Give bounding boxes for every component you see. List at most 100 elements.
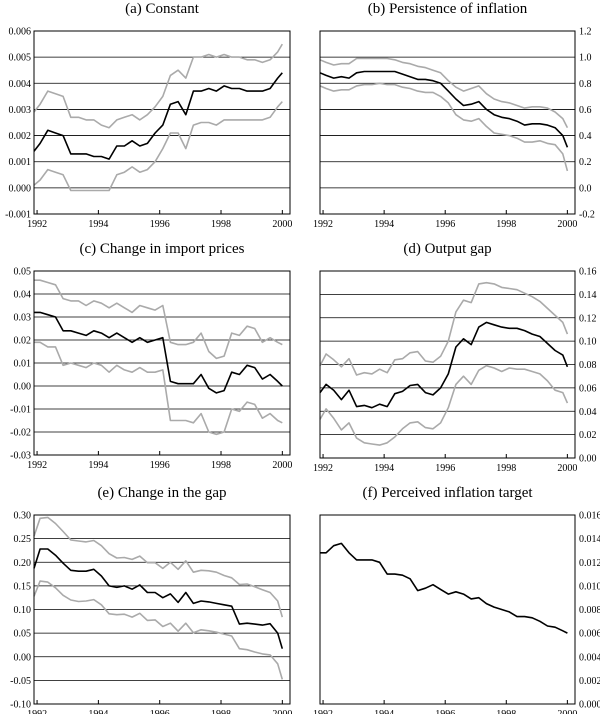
plot-frame (33, 30, 291, 215)
x-tick-label: 1992 (27, 460, 47, 471)
y-tick-label: 0.16 (579, 267, 597, 278)
y-tick-label: -0.01 (10, 405, 31, 416)
x-tick-label: 1994 (374, 463, 394, 474)
y-tick-label: 0.4 (579, 131, 592, 142)
y-tick-label: 0.000 (9, 183, 32, 194)
y-tick-label: 0.002 (579, 676, 600, 687)
plot-frame (319, 30, 576, 215)
y-tick-label: 0.25 (14, 534, 32, 545)
panel-title: (b) Persistence of inflation (368, 1, 528, 17)
y-tick-label: 0.00 (14, 652, 32, 663)
x-tick-label: 1996 (435, 709, 455, 714)
x-tick-label: 1996 (435, 463, 455, 474)
y-tick-label: -0.2 (579, 210, 595, 221)
panel-title: (e) Change in the gap (97, 485, 226, 501)
x-tick-label: 1994 (88, 709, 108, 714)
y-tick-label: 0.000 (579, 700, 600, 711)
y-tick-label: 0.08 (579, 360, 597, 371)
y-tick-label: -0.05 (10, 676, 31, 687)
panel-3: (c) Change in import prices -0.03 -0.02 -0.… (10, 241, 292, 471)
y-tick-label: 0.016 (579, 511, 600, 522)
y-tick-label: 0.04 (14, 290, 32, 301)
series-line-estimate (33, 548, 284, 649)
y-tick-label: 0.06 (579, 383, 597, 394)
x-tick-label: 1998 (211, 460, 231, 471)
y-tick-label: 0.2 (579, 157, 592, 168)
panel-title: (c) Change in import prices (80, 241, 245, 257)
y-tick-label: 0.12 (579, 313, 597, 324)
panel-2: (b) Persistence of inflation -0.2 0.0 0.2 0.… (313, 1, 595, 230)
x-tick-label: 1996 (435, 219, 455, 230)
x-tick-label: 1996 (150, 709, 170, 714)
y-tick-label: 0.03 (14, 313, 32, 324)
y-tick-label: 0.012 (579, 558, 600, 569)
y-tick-label: 0.00 (579, 454, 597, 465)
y-tick-label: 0.00 (14, 382, 32, 393)
plot-frame (319, 514, 576, 705)
plot-frame (33, 514, 291, 705)
x-tick-label: 1994 (88, 219, 108, 230)
x-tick-label: 1994 (374, 709, 394, 714)
y-tick-label: 0.20 (14, 558, 32, 569)
y-tick-label: 0.6 (579, 105, 592, 116)
y-tick-label: 0.008 (579, 605, 600, 616)
y-tick-label: 0.05 (14, 267, 32, 278)
x-tick-label: 1992 (313, 463, 333, 474)
x-tick-label: 2000 (272, 219, 292, 230)
y-tick-label: -0.001 (5, 210, 31, 221)
plot-frame (319, 270, 576, 459)
x-tick-label: 1992 (313, 219, 333, 230)
y-tick-label: 0.004 (579, 652, 600, 663)
series-line-estimate (34, 311, 283, 394)
x-tick-label: 2000 (557, 219, 577, 230)
x-tick-label: 1998 (496, 463, 516, 474)
y-tick-label: 0.02 (579, 430, 597, 441)
y-tick-label: 0.010 (579, 581, 600, 592)
panel-title: (d) Output gap (403, 241, 491, 257)
y-tick-label: 0.0 (579, 183, 592, 194)
x-tick-label: 2000 (557, 709, 577, 714)
y-tick-label: 0.002 (9, 131, 32, 142)
y-tick-label: 0.003 (9, 105, 32, 116)
x-tick-label: 2000 (272, 460, 292, 471)
y-tick-label: 1.0 (579, 53, 592, 64)
x-tick-label: 1998 (496, 219, 516, 230)
y-tick-label: 0.01 (14, 359, 32, 370)
y-tick-label: 0.02 (14, 336, 32, 347)
series-line-band (319, 82, 569, 172)
plot-frame (33, 270, 291, 456)
y-tick-label: 0.014 (579, 534, 600, 545)
x-tick-label: 1994 (88, 460, 108, 471)
series-line-band (33, 43, 283, 129)
series-line-estimate (33, 72, 283, 160)
y-tick-label: 0.15 (14, 581, 32, 592)
panel-4: (d) Output gap 0.00 0.02 0.04 0.06 0.08 0.10 0.… (313, 241, 596, 474)
y-tick-label: 0.05 (14, 629, 32, 640)
x-tick-label: 1994 (374, 219, 394, 230)
x-tick-label: 1992 (27, 219, 47, 230)
y-tick-label: 0.14 (579, 290, 597, 301)
panel-title: (a) Constant (125, 1, 200, 17)
series-line-band (319, 57, 569, 129)
x-tick-label: 1998 (211, 219, 231, 230)
y-tick-label: -0.03 (10, 451, 31, 462)
x-tick-label: 1998 (211, 709, 231, 714)
x-tick-label: 2000 (272, 709, 292, 714)
y-tick-label: 0.004 (9, 79, 32, 90)
series-line-estimate (320, 542, 568, 634)
y-tick-label: 0.006 (9, 27, 32, 38)
series-line-estimate (319, 70, 569, 148)
y-tick-label: -0.10 (10, 700, 31, 711)
series-line-band (34, 279, 283, 360)
y-tick-label: 0.04 (579, 407, 597, 418)
y-tick-label: 0.001 (9, 157, 32, 168)
panel-title: (f) Perceived inflation target (362, 485, 533, 501)
x-tick-label: 1996 (150, 219, 170, 230)
y-tick-label: 0.006 (579, 629, 600, 640)
y-tick-label: -0.02 (10, 428, 31, 439)
panel-5: (e) Change in the gap -0.10 -0.05 0.00 0.05 0… (10, 485, 292, 714)
series-line-band (33, 101, 283, 192)
y-tick-label: 0.005 (9, 53, 32, 64)
x-tick-label: 1996 (150, 460, 170, 471)
